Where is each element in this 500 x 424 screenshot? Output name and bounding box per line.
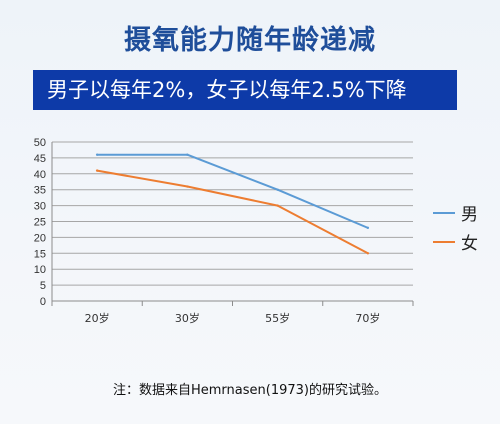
- y-tick-label: 40: [34, 169, 46, 181]
- page-title: 摄氧能力随年龄递减: [124, 25, 376, 56]
- series-lines: [95, 153, 370, 255]
- series-line-0: [97, 153, 369, 229]
- x-tick-labels: 20岁 30岁 55岁 70岁: [85, 311, 381, 325]
- legend-label: 男: [461, 205, 478, 225]
- subtitle-banner: 男子以每年2%，女子以每年2.5%下降: [33, 70, 457, 110]
- grid-lines: [51, 141, 414, 306]
- y-tick-labels: 0 5 10 15 20 25 30 35 40 45 50: [34, 137, 46, 308]
- y-tick-label: 50: [34, 137, 46, 149]
- y-tick-label: 15: [34, 248, 46, 260]
- x-tick-label: 30岁: [175, 311, 200, 325]
- series-line-1: [96, 169, 369, 255]
- legend: 男女: [433, 205, 478, 254]
- x-tick-label: 70岁: [355, 311, 380, 325]
- legend-label: 女: [461, 234, 478, 254]
- data-point: [276, 204, 279, 207]
- y-tick-label: 25: [34, 217, 46, 229]
- data-point: [186, 185, 189, 188]
- data-point: [366, 226, 370, 230]
- source-note: 注：数据来自Hemrnasen(1973)的研究试验。: [113, 383, 387, 398]
- y-tick-label: 0: [40, 296, 46, 308]
- y-tick-label: 20: [34, 232, 46, 244]
- x-tick-label: 55岁: [265, 311, 290, 325]
- data-point: [95, 153, 99, 156]
- data-point: [366, 252, 370, 255]
- x-tick-label: 20岁: [85, 311, 110, 325]
- y-tick-label: 45: [34, 153, 46, 165]
- data-point: [276, 188, 279, 191]
- y-tick-label: 35: [34, 185, 46, 197]
- y-tick-label: 10: [34, 264, 46, 276]
- data-point: [186, 153, 189, 156]
- data-point: [95, 169, 99, 172]
- y-tick-label: 5: [40, 280, 46, 292]
- y-tick-label: 30: [34, 201, 46, 213]
